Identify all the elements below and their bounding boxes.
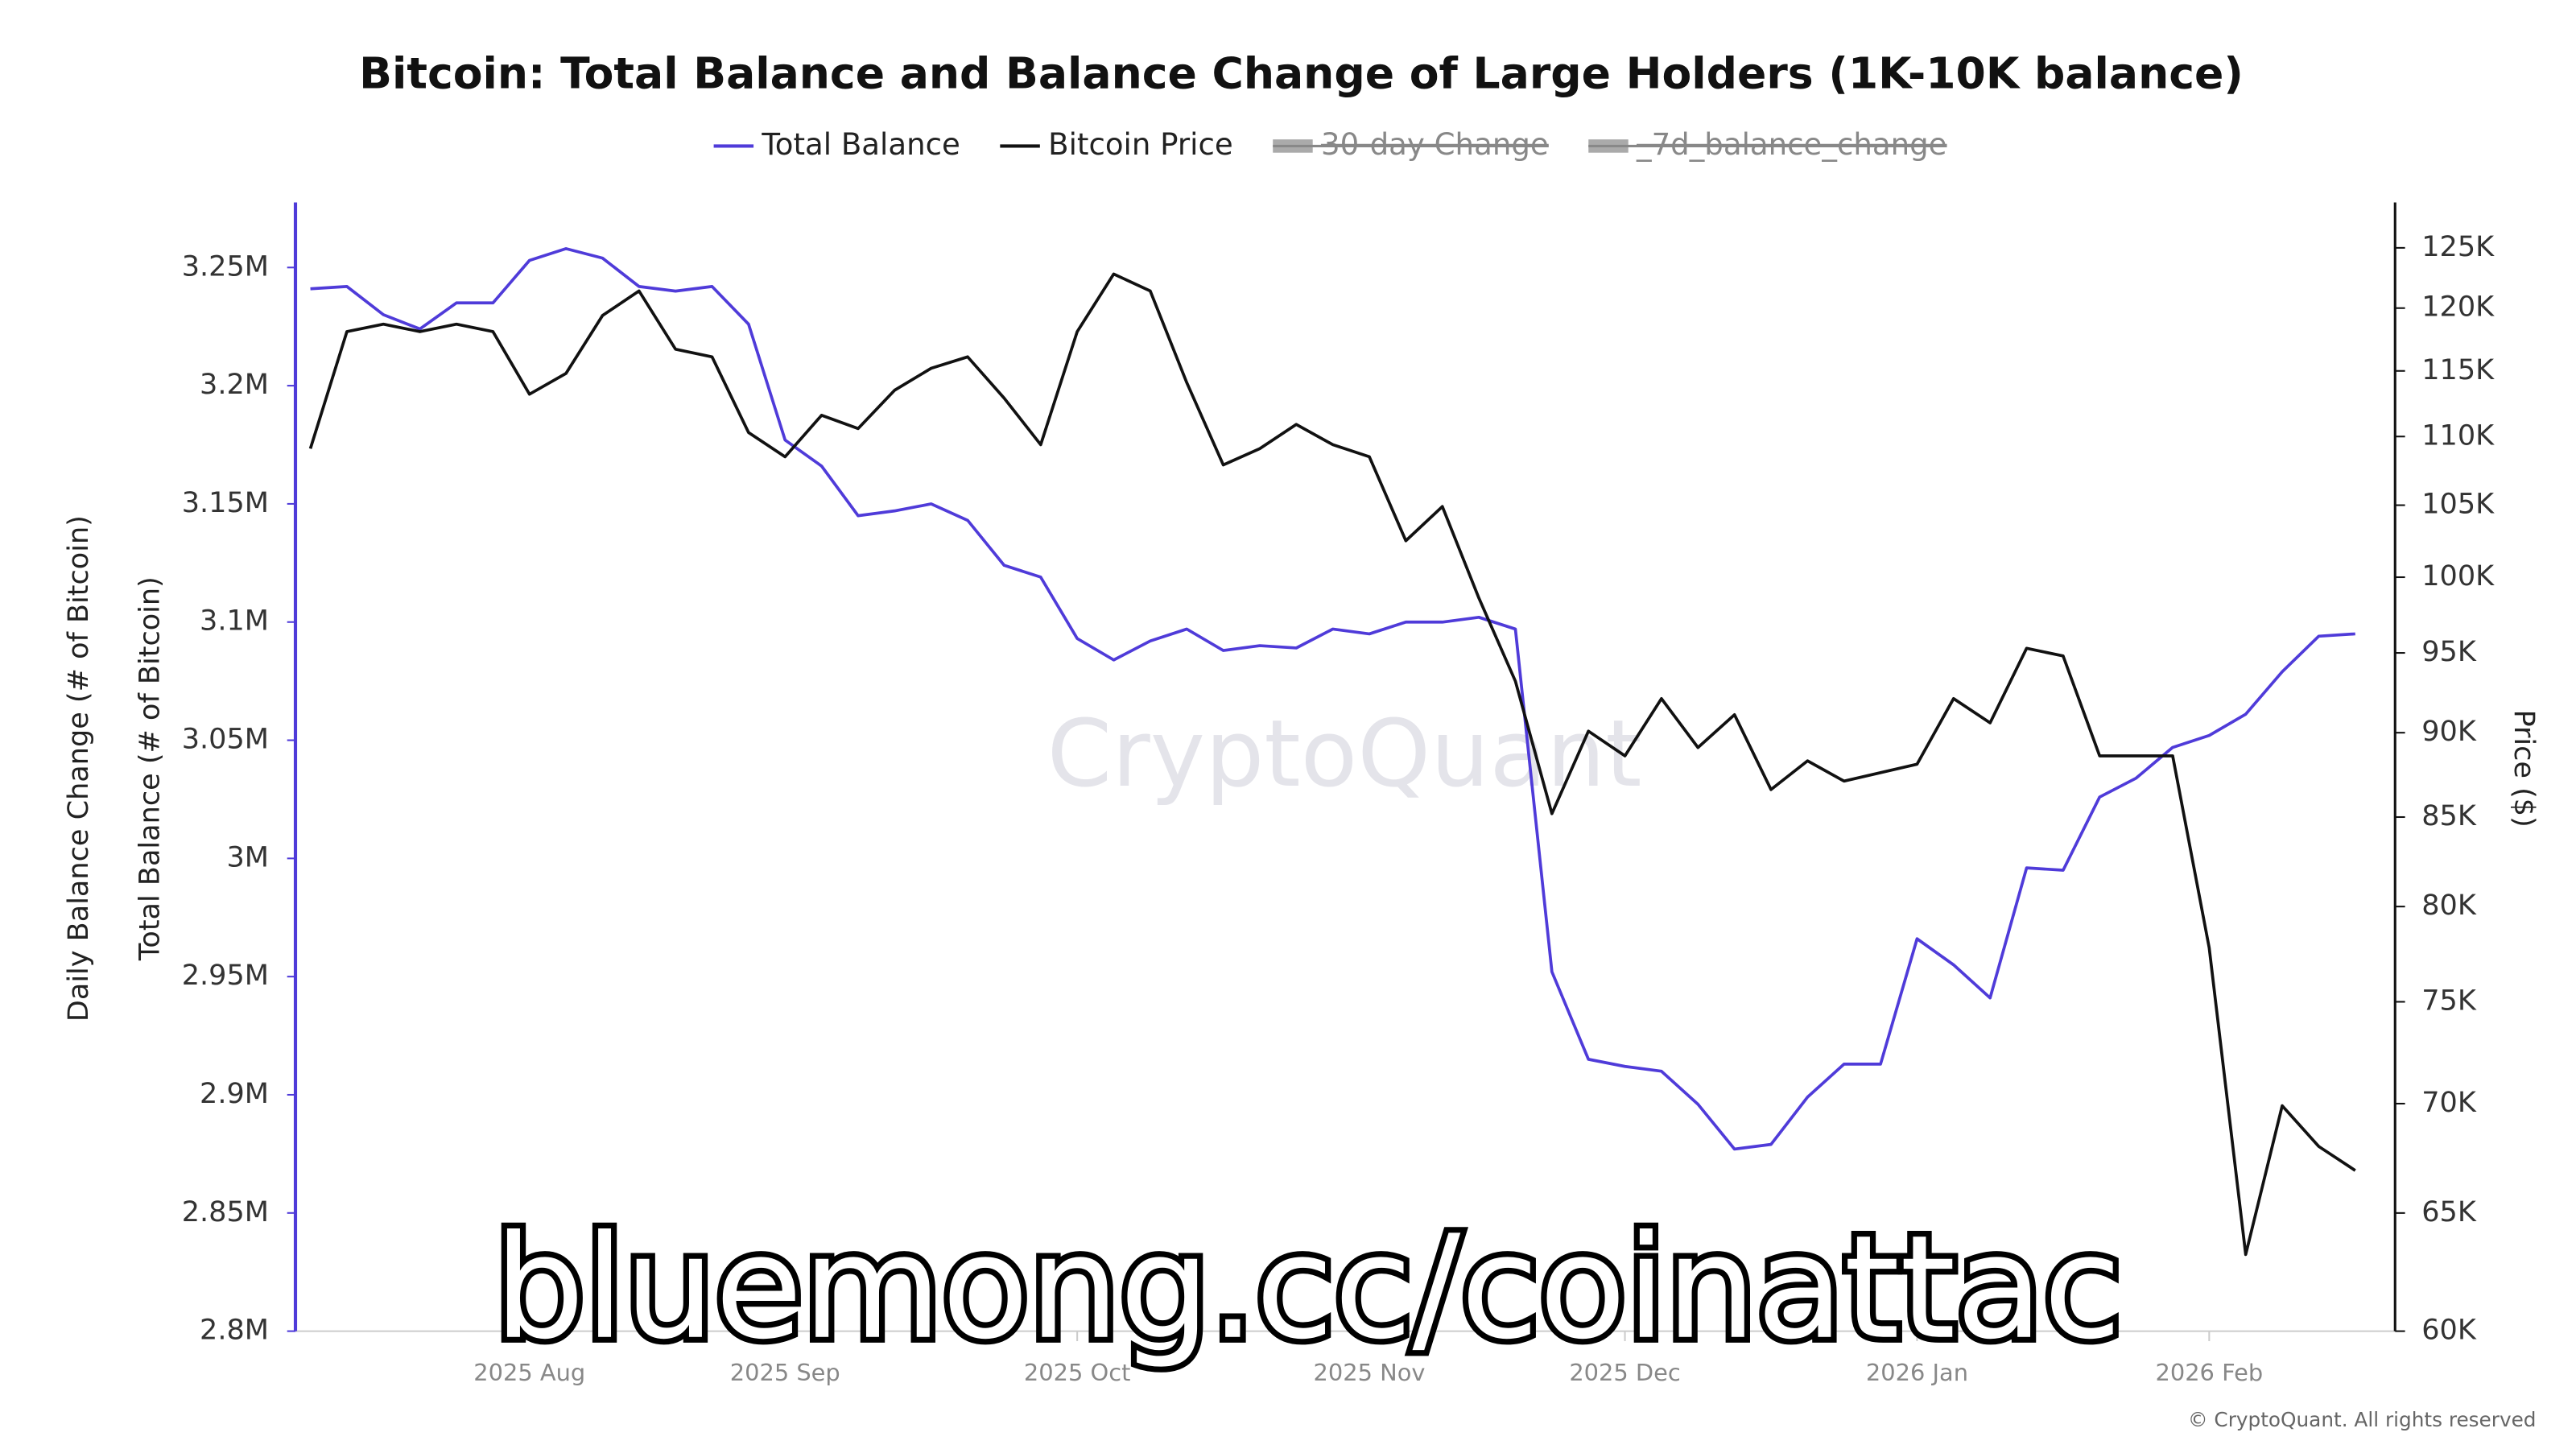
watermark: CryptoQuant <box>1047 700 1642 808</box>
x-tick-label: 2025 Sep <box>730 1359 840 1386</box>
y2-tick-label: 95K <box>2421 635 2477 668</box>
y-tick-label: 3M <box>226 840 269 873</box>
y2-tick-label: 90K <box>2421 715 2477 748</box>
y-tick-label: 2.8M <box>200 1314 269 1347</box>
y2-tick-label: 110K <box>2421 419 2495 452</box>
x-tick-label: 2026 Jan <box>1866 1359 1968 1386</box>
legend-label: Bitcoin Price <box>1048 127 1233 162</box>
legend-label-hidden: _7d_balance_change <box>1636 127 1946 162</box>
x-tick-label: 2025 Dec <box>1569 1359 1680 1386</box>
x-tick-label: 2025 Nov <box>1314 1359 1426 1386</box>
chart-title: Bitcoin: Total Balance and Balance Chang… <box>359 47 2244 98</box>
y-tick-label: 3.15M <box>182 486 269 519</box>
y2-tick-label: 70K <box>2421 1086 2477 1119</box>
x-tick-label: 2025 Oct <box>1024 1359 1131 1386</box>
y2-tick-label: 125K <box>2421 230 2495 263</box>
y2-tick-label: 80K <box>2421 889 2477 922</box>
y-axis-title-outer: Daily Balance Change (# of Bitcoin) <box>62 515 95 1022</box>
series-line <box>308 272 2356 1257</box>
plot-area: 2.8M 2.85M 2.9M 2.95M 3M 3.05M 3.1M 3.15M 3.2M 3.… <box>182 230 2495 1386</box>
y2-tick-label: 85K <box>2421 799 2477 832</box>
y-tick-label: 2.85M <box>182 1195 269 1228</box>
footer: © CryptoQuant. All rights reserved <box>2188 1408 2537 1431</box>
y-tick-label: 2.95M <box>182 959 269 992</box>
series-line <box>310 247 2355 1151</box>
x-tick-label: 2025 Aug <box>473 1359 585 1386</box>
legend-label-hidden: 30-day Change <box>1321 127 1549 162</box>
legend: Total Balance Bitcoin Price 30-day Change _… <box>713 127 1947 162</box>
y2-tick-label: 100K <box>2421 559 2495 592</box>
y2-tick-label: 115K <box>2421 353 2495 386</box>
y-tick-label: 2.9M <box>200 1077 269 1110</box>
y2-tick-label: 120K <box>2421 291 2495 324</box>
y-axis-title: Total Balance (# of Bitcoin) <box>134 576 167 961</box>
y2-tick-label: 60K <box>2421 1314 2477 1347</box>
y-tick-label: 3.1M <box>200 605 269 638</box>
y-tick-label: 3.2M <box>200 368 269 401</box>
y2-axis-title: Price ($) <box>2508 709 2541 827</box>
y-tick-label: 3.05M <box>182 723 269 756</box>
x-tick-label: 2026 Feb <box>2155 1359 2263 1386</box>
y2-tick-label: 105K <box>2421 488 2495 521</box>
y2-tick-label: 75K <box>2421 984 2477 1017</box>
y-tick-label: 3.25M <box>182 250 269 283</box>
y2-tick-label: 65K <box>2421 1195 2477 1228</box>
overlay-text: bluemong.cc/coinattac <box>494 1204 2122 1371</box>
legend-label: Total Balance <box>761 127 960 162</box>
